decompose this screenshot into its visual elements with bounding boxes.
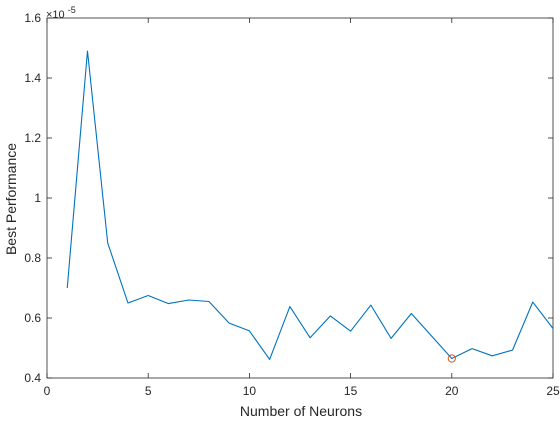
y-tick-label: 1.2: [24, 131, 41, 145]
y-tick-label: 0.4: [24, 371, 41, 385]
y-tick-label: 1.6: [24, 11, 41, 25]
x-tick-label: 0: [44, 384, 51, 398]
plot-area: [66, 50, 554, 363]
axis-exponent-label: ×10 -5: [46, 5, 76, 21]
y-axis-label: Best Performance: [3, 143, 19, 255]
x-tick-label: 20: [445, 384, 459, 398]
axes: 0 5 10 15 20 25 0.4 0.6 0.8 1 1.2 1.4 1.6: [24, 11, 560, 398]
series-line: [66, 50, 554, 360]
x-tick-label: 15: [344, 384, 358, 398]
x-tick-label: 10: [243, 384, 257, 398]
y-tick-label: 0.6: [24, 311, 41, 325]
x-axis-label: Number of Neurons: [240, 403, 362, 419]
axes-box: [46, 17, 554, 379]
x-tick-label: 25: [546, 384, 560, 398]
best-point-marker: [447, 354, 456, 363]
y-tick-label: 1.4: [24, 71, 41, 85]
x-tick-label: 5: [145, 384, 152, 398]
axis-exponent-power: -5: [68, 5, 76, 15]
y-tick-label: 1: [34, 191, 41, 205]
axis-exponent-base: ×10: [46, 9, 65, 21]
y-tick-label: 0.8: [24, 251, 41, 265]
